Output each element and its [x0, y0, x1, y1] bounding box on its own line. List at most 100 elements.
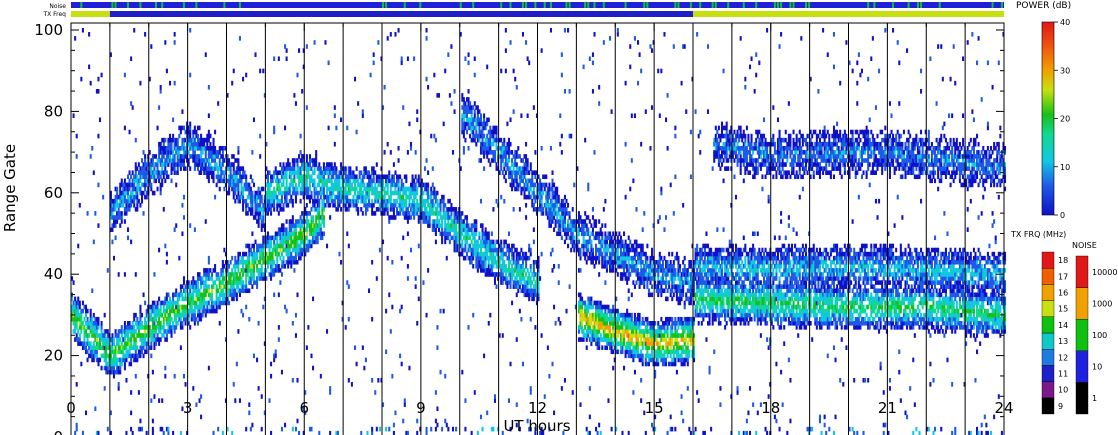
echo-cell [294, 194, 297, 200]
echo-cell [248, 316, 251, 322]
echo-cell [105, 361, 108, 367]
echo-cell [86, 337, 89, 342]
echo-cell [242, 170, 245, 175]
echo-cell [196, 321, 200, 326]
echo-cell [366, 202, 369, 208]
echo-cell [243, 288, 246, 294]
echo-cell [308, 182, 311, 188]
echo-cell [279, 239, 282, 245]
echo-cell [587, 321, 590, 326]
echo-cell [593, 264, 596, 269]
echo-cell [193, 162, 196, 167]
echo-cell [108, 369, 111, 375]
echo-cell [71, 276, 74, 281]
echo-cell [249, 247, 252, 253]
echo-cell [543, 202, 546, 208]
echo-cell [212, 300, 215, 306]
echo-cell [120, 194, 123, 200]
echo-cell [182, 296, 186, 302]
echo-cell [245, 243, 248, 249]
echo-cell [441, 198, 444, 204]
echo-cell [106, 369, 109, 375]
echo-cell [158, 178, 161, 184]
echo-cell [598, 231, 601, 237]
echo-cell [540, 211, 543, 216]
echo-cell [526, 166, 529, 171]
echo-cell [478, 117, 481, 123]
echo-cell [285, 202, 288, 208]
echo-cell [386, 141, 389, 147]
echo-cell [192, 300, 195, 306]
echo-cell [294, 101, 297, 106]
echo-cell [74, 296, 77, 302]
echo-cell [294, 259, 297, 265]
echo-cell [134, 190, 137, 196]
echo-cell [520, 186, 523, 192]
echo-cell [161, 146, 164, 151]
echo-cell [198, 398, 201, 403]
echo-cell [95, 430, 98, 435]
echo-cell [280, 243, 283, 249]
echo-cell [280, 272, 283, 277]
echo-cell [117, 202, 120, 208]
echo-cell [234, 158, 237, 163]
echo-cell [436, 215, 439, 220]
echo-cell [136, 333, 139, 338]
echo-cell [486, 121, 489, 127]
echo-cell [237, 288, 240, 294]
echo-cell [173, 146, 176, 151]
echo-cell [223, 292, 226, 298]
echo-cell [462, 150, 465, 155]
echo-cell [296, 162, 299, 167]
echo-cell [554, 186, 557, 192]
echo-cell [596, 341, 599, 346]
echo-cell [210, 158, 213, 163]
echo-cell [441, 231, 444, 237]
echo-cell [172, 117, 175, 123]
echo-cell [296, 170, 299, 175]
echo-cell [551, 202, 554, 208]
echo-cell [228, 166, 231, 171]
echo-cell [567, 202, 570, 208]
echo-cell [582, 239, 585, 245]
echo-cell [528, 280, 531, 285]
echo-cell [290, 227, 293, 232]
echo-cell [293, 223, 296, 228]
echo-cell [159, 304, 162, 310]
echo-cell [493, 150, 497, 155]
echo-cell [179, 125, 182, 131]
echo-cell [467, 117, 470, 123]
echo-cell [245, 284, 248, 289]
echo-cell [327, 178, 330, 184]
echo-cell [486, 239, 489, 245]
echo-cell [476, 255, 479, 261]
echo-cell [509, 284, 512, 289]
echo-cell [92, 353, 95, 359]
echo-cell [186, 137, 189, 143]
echo-cell [590, 243, 593, 249]
echo-cell [534, 174, 537, 180]
echo-cell [490, 141, 493, 147]
echo-cell [196, 308, 200, 314]
echo-cell [301, 223, 304, 228]
echo-cell [394, 190, 397, 196]
echo-cell [140, 341, 144, 346]
echo-cell [224, 170, 227, 175]
noise-speck [543, 2, 546, 8]
echo-cell [167, 292, 170, 298]
echo-cell [92, 333, 95, 338]
echo-cell [128, 341, 131, 346]
echo-cell [442, 121, 445, 127]
echo-cell [198, 316, 201, 322]
echo-cell [503, 150, 506, 155]
echo-cell [380, 178, 383, 184]
echo-cell [307, 223, 310, 228]
echo-cell [322, 162, 325, 167]
echo-cell [134, 186, 137, 192]
echo-cell [214, 150, 217, 155]
echo-cell [140, 312, 144, 318]
echo-cell [204, 268, 207, 273]
echo-cell [535, 194, 538, 200]
echo-cell [220, 178, 223, 184]
echo-cell [130, 56, 133, 62]
